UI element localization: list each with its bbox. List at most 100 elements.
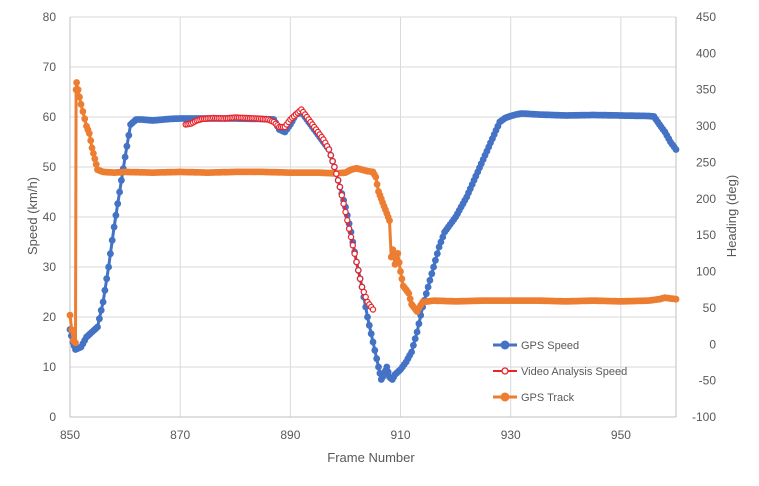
- data-point-video-analysis-speed: [349, 242, 356, 249]
- legend-swatch-marker: [500, 392, 510, 402]
- data-point-gps-track: [72, 339, 79, 347]
- y2-tick-label: 400: [696, 46, 716, 60]
- data-point-gps-speed: [364, 313, 371, 321]
- y-tick-label: 60: [43, 110, 57, 124]
- data-point-gps-speed: [118, 176, 125, 184]
- data-point-gps-speed: [123, 142, 131, 150]
- data-point-gps-speed: [94, 323, 101, 331]
- y-tick-label: 20: [43, 310, 57, 324]
- x-axis-title: Frame Number: [327, 450, 415, 465]
- data-point-gps-speed: [672, 146, 680, 153]
- data-point-gps-speed: [110, 223, 118, 231]
- legend-item-gps-track: GPS Track: [493, 392, 575, 404]
- data-point-gps-track: [397, 268, 404, 275]
- data-point-gps-track: [81, 115, 89, 123]
- y2-axis-title: Heading (deg): [724, 175, 739, 257]
- legend-label: Video Analysis Speed: [521, 366, 627, 378]
- data-point-video-analysis-speed: [347, 233, 355, 241]
- data-point-gps-speed: [411, 335, 419, 343]
- x-tick-label: 850: [60, 428, 80, 442]
- data-point-gps-speed: [103, 275, 111, 283]
- y2-tick-label: 50: [703, 301, 717, 315]
- data-point-gps-speed: [112, 211, 120, 219]
- data-point-gps-track: [88, 144, 96, 152]
- data-point-gps-track: [394, 250, 402, 257]
- legend-label: GPS Track: [521, 392, 575, 404]
- legend-swatch-marker: [500, 340, 510, 350]
- data-point-video-analysis-speed: [333, 170, 340, 177]
- x-tick-label: 870: [170, 428, 190, 442]
- data-point-gps-speed: [105, 263, 112, 271]
- data-point-video-analysis-speed: [338, 192, 345, 199]
- legend-item-gps-speed: GPS Speed: [493, 340, 579, 352]
- data-point-gps-track: [85, 130, 93, 137]
- x-tick-label: 930: [501, 428, 521, 442]
- legend-item-video-analysis-speed: Video Analysis Speed: [493, 366, 627, 378]
- data-point-gps-speed: [108, 236, 116, 244]
- data-point-video-analysis-speed: [351, 250, 358, 257]
- data-point-gps-track: [405, 290, 413, 297]
- data-point-video-analysis-speed: [327, 152, 334, 159]
- data-point-gps-speed: [373, 355, 381, 363]
- y-tick-label: 70: [43, 60, 57, 74]
- data-point-gps-track: [73, 79, 80, 86]
- data-point-gps-speed: [367, 330, 375, 338]
- data-point-gps-track: [91, 155, 99, 163]
- data-point-video-analysis-speed: [334, 177, 342, 184]
- y2-tick-label: 250: [696, 155, 716, 169]
- data-point-gps-speed: [413, 328, 421, 336]
- data-point-gps-speed: [428, 270, 436, 278]
- data-point-video-analysis-speed: [336, 183, 344, 191]
- y-tick-label: 50: [43, 160, 57, 174]
- data-point-gps-track: [92, 160, 100, 168]
- y2-tick-label: 0: [709, 337, 716, 351]
- y2-tick-label: 300: [696, 119, 716, 133]
- data-point-gps-speed: [433, 250, 441, 258]
- y2-tick-label: 150: [696, 228, 716, 242]
- data-point-gps-speed: [415, 320, 423, 328]
- data-point-gps-speed: [116, 188, 123, 196]
- axes: [69, 17, 677, 418]
- data-point-gps-speed: [369, 338, 377, 346]
- data-point-gps-track: [372, 173, 380, 181]
- y-axis-title: Speed (km/h): [25, 177, 40, 255]
- data-point-gps-track: [74, 86, 82, 94]
- legend-label: GPS Speed: [521, 340, 579, 352]
- data-point-gps-track: [406, 295, 414, 303]
- data-point-gps-track: [79, 108, 87, 115]
- y-tick-label: 80: [43, 10, 57, 24]
- data-point-gps-speed: [99, 298, 107, 306]
- data-point-gps-track: [66, 311, 74, 319]
- data-point-gps-speed: [365, 321, 373, 329]
- y2-tick-label: 450: [696, 10, 716, 24]
- data-point-gps-track: [373, 180, 381, 188]
- data-point-gps-speed: [422, 290, 430, 298]
- x-axis-ticks: 850 870 890 910 930 950: [60, 428, 631, 442]
- data-point-gps-speed: [432, 256, 439, 264]
- data-point-gps-speed: [410, 341, 417, 349]
- data-point-gps-track: [672, 295, 680, 303]
- x-tick-label: 890: [280, 428, 300, 442]
- data-point-gps-speed: [371, 346, 379, 354]
- data-point-video-analysis-speed: [345, 225, 353, 232]
- data-point-gps-speed: [96, 315, 103, 323]
- data-point-gps-speed: [408, 348, 415, 356]
- data-point-gps-speed: [101, 286, 109, 294]
- data-point-gps-track: [76, 93, 83, 101]
- y-tick-label: 40: [43, 210, 57, 224]
- y2-tick-label: 100: [696, 265, 716, 279]
- data-point-gps-speed: [426, 276, 434, 284]
- plot-area: [66, 79, 680, 383]
- legend-swatch-marker: [501, 367, 509, 375]
- data-point-gps-track: [398, 275, 406, 283]
- data-point-video-analysis-speed: [340, 200, 347, 207]
- data-point-video-analysis-speed: [342, 208, 349, 216]
- data-point-gps-speed: [375, 363, 382, 371]
- y2-tick-label: 200: [696, 192, 716, 206]
- data-point-gps-track: [87, 137, 95, 145]
- data-point-gps-track: [386, 217, 393, 225]
- y-tick-label: 0: [49, 410, 56, 424]
- right-axis-ticks: -100 -50 0 50 100 150 200 250 300 350 400 450: [692, 10, 716, 424]
- data-point-gps-track: [77, 100, 85, 108]
- y2-tick-label: -50: [699, 374, 717, 388]
